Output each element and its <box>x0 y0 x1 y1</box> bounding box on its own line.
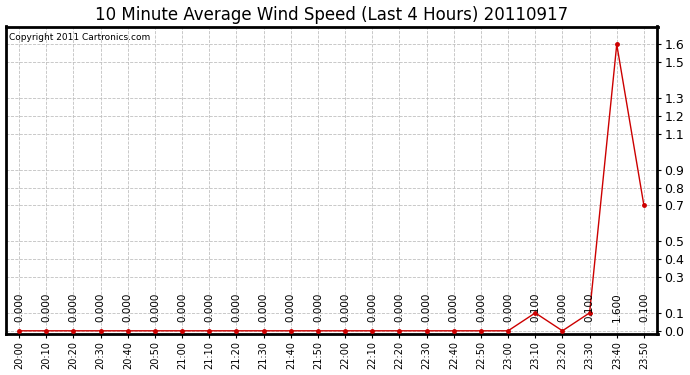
Text: 0.000: 0.000 <box>14 292 24 322</box>
Text: 0.100: 0.100 <box>584 292 595 322</box>
Text: 0.000: 0.000 <box>395 292 404 322</box>
Text: 0.000: 0.000 <box>41 292 51 322</box>
Text: 0.000: 0.000 <box>558 292 567 322</box>
Text: 0.000: 0.000 <box>503 292 513 322</box>
Text: 0.000: 0.000 <box>123 292 132 322</box>
Text: 0.000: 0.000 <box>476 292 486 322</box>
Text: 0.000: 0.000 <box>286 292 296 322</box>
Text: 0.000: 0.000 <box>177 292 187 322</box>
Text: 0.000: 0.000 <box>96 292 106 322</box>
Text: 0.000: 0.000 <box>367 292 377 322</box>
Text: 0.000: 0.000 <box>422 292 432 322</box>
Text: 0.000: 0.000 <box>259 292 268 322</box>
Title: 10 Minute Average Wind Speed (Last 4 Hours) 20110917: 10 Minute Average Wind Speed (Last 4 Hou… <box>95 6 568 24</box>
Text: 0.000: 0.000 <box>340 292 350 322</box>
Text: Copyright 2011 Cartronics.com: Copyright 2011 Cartronics.com <box>9 33 150 42</box>
Text: 0.100: 0.100 <box>530 292 540 322</box>
Text: 0.000: 0.000 <box>204 292 215 322</box>
Text: 0.000: 0.000 <box>448 292 459 322</box>
Text: 0.000: 0.000 <box>313 292 323 322</box>
Text: 0.000: 0.000 <box>231 292 241 322</box>
Text: 0.100: 0.100 <box>639 292 649 322</box>
Text: 0.000: 0.000 <box>150 292 160 322</box>
Text: 1.600: 1.600 <box>612 292 622 322</box>
Text: 0.000: 0.000 <box>68 292 79 322</box>
